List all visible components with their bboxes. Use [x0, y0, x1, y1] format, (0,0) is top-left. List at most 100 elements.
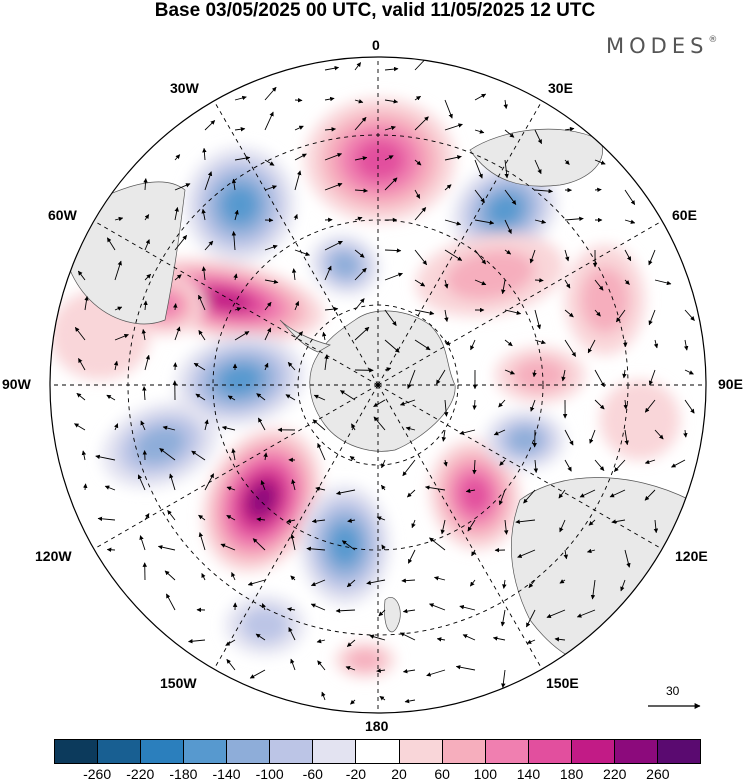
- anomaly-contour: [330, 251, 360, 279]
- wind-vector: [354, 216, 363, 221]
- colorbar-tick-label: 20: [391, 766, 407, 782]
- anomaly-contour: [513, 358, 567, 392]
- wind-vector: [225, 639, 236, 646]
- wind-vector: [287, 607, 296, 612]
- wind-vector: [234, 307, 242, 312]
- wind-vector: [74, 423, 86, 431]
- wind-vector: [411, 519, 416, 529]
- wind-vector: [193, 362, 206, 371]
- wind-vector: [174, 274, 182, 281]
- colorbar-swatch-0: [55, 740, 99, 763]
- wind-vector: [653, 339, 659, 349]
- wind-vector: [288, 627, 296, 641]
- wind-vector: [534, 219, 547, 224]
- wind-vector: [349, 456, 356, 461]
- wind-vector: [294, 153, 307, 161]
- antarctic-peninsula: [279, 319, 331, 353]
- map-boundary: [49, 56, 707, 714]
- wind-vector: [310, 579, 326, 587]
- wind-vector: [256, 517, 266, 522]
- anomaly-contour: [507, 427, 543, 453]
- wind-vector: [174, 183, 191, 191]
- wind-vector: [114, 260, 122, 281]
- colorbar-swatch-14: [657, 740, 700, 763]
- wind-vector: [407, 489, 416, 498]
- wind-vector: [324, 306, 339, 312]
- wind-vector: [324, 127, 337, 132]
- registered-mark: ®: [708, 35, 718, 45]
- wind-vector: [227, 395, 236, 401]
- wind-vector: [503, 519, 509, 535]
- wind-vector: [425, 485, 446, 491]
- antarctica: [309, 310, 456, 452]
- colorbar-swatch-6: [313, 740, 357, 763]
- wind-vector: [317, 442, 326, 461]
- wind-vector: [157, 545, 176, 551]
- wind-vector: [294, 301, 300, 311]
- wind-vector: [499, 459, 506, 466]
- wind-vector: [252, 538, 266, 551]
- colorbar-swatch-5: [270, 740, 314, 763]
- graticule: [50, 57, 706, 713]
- wind-vector: [440, 519, 446, 535]
- wind-vector: [264, 111, 274, 131]
- wind-vector: [201, 208, 206, 221]
- wind-vector: [351, 423, 356, 431]
- wind-vector: [414, 159, 422, 166]
- wind-vector: [174, 154, 181, 161]
- wind-vector: [414, 249, 428, 266]
- wind-vector: [286, 518, 296, 524]
- wind-vector: [443, 459, 448, 467]
- wind-vector: [414, 189, 421, 199]
- wind-vector: [594, 187, 602, 193]
- wind-vector: [534, 339, 546, 345]
- colorbar-tick-label: 260: [646, 766, 670, 782]
- wind-vector: [615, 309, 626, 323]
- wind-vector: [624, 219, 636, 224]
- wind-vector: [564, 126, 575, 132]
- wind-vector: [226, 514, 236, 521]
- wind-vector: [159, 448, 176, 461]
- wind-vector: [401, 578, 416, 583]
- colorbar: [54, 739, 701, 764]
- wind-vector: [472, 399, 477, 410]
- reference-vector-label: 30: [666, 684, 680, 698]
- wind-vector: [402, 608, 416, 614]
- wind-vector: [315, 486, 326, 491]
- wind-vector: [624, 279, 630, 285]
- lon-label-90w: 90W: [2, 376, 31, 392]
- wind-vector: [162, 425, 176, 431]
- wind-vector: [414, 207, 427, 221]
- wind-vectors: [74, 57, 695, 705]
- latitude-circle: [212, 219, 544, 551]
- lon-label-30w: 30W: [170, 80, 199, 96]
- wind-vector: [287, 361, 296, 371]
- wind-vector: [644, 489, 656, 501]
- wind-vector: [474, 129, 485, 134]
- meridian-line: [377, 220, 663, 386]
- wind-vector: [231, 178, 237, 191]
- wind-vector: [384, 367, 392, 372]
- wind-vector: [350, 699, 356, 705]
- wind-vector: [523, 489, 536, 504]
- wind-vector: [381, 544, 386, 551]
- wind-vector: [346, 639, 356, 647]
- wind-vector: [534, 309, 542, 330]
- wind-vector: [648, 249, 656, 266]
- wind-vector: [376, 516, 386, 521]
- wind-vector: [530, 399, 536, 412]
- wind-vector: [498, 399, 506, 408]
- colorbar-swatch-7: [356, 740, 400, 763]
- wind-vector: [264, 185, 277, 191]
- wind-vector: [444, 155, 462, 161]
- wind-vector: [384, 99, 399, 104]
- wind-vector: [683, 339, 689, 351]
- wind-vector: [594, 309, 601, 317]
- anomaly-contour: [445, 250, 535, 300]
- wind-vector: [195, 393, 206, 401]
- wind-vector: [264, 301, 272, 311]
- wind-vector: [444, 309, 449, 323]
- colorbar-tick-label: 220: [603, 766, 627, 782]
- wind-vector: [294, 331, 303, 341]
- colorbar-swatch-11: [528, 740, 572, 763]
